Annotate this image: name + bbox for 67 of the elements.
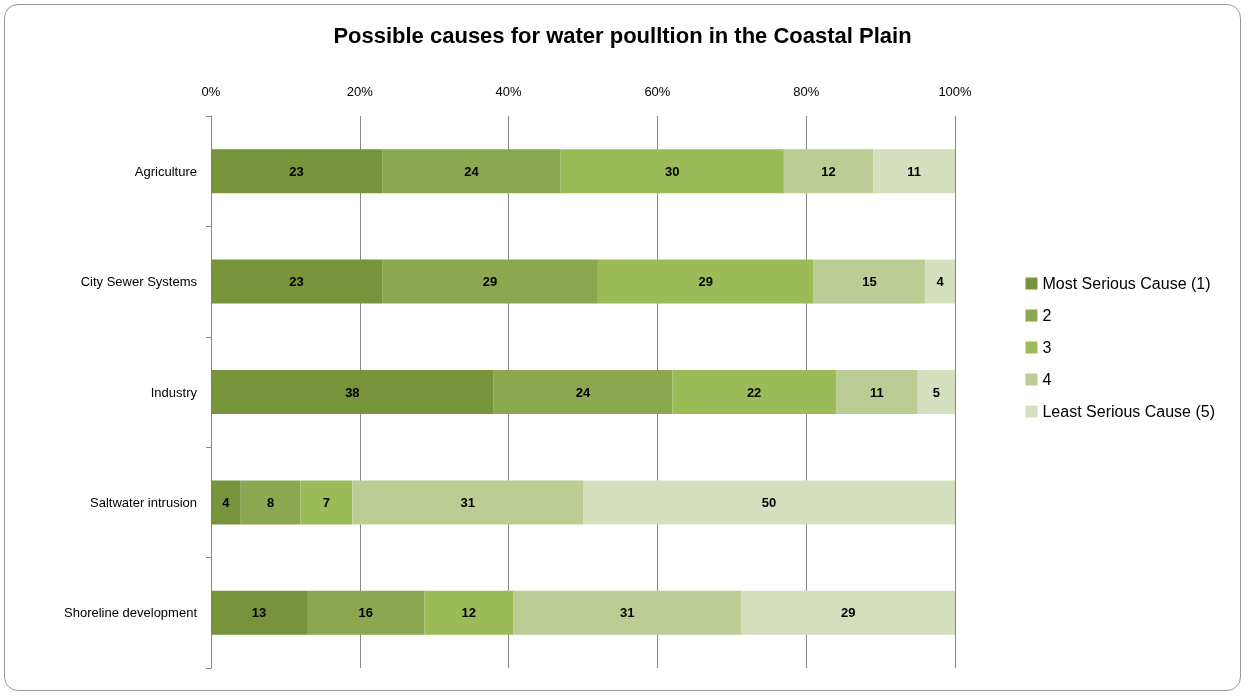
bar [835,370,918,414]
data-label: 50 [761,494,777,510]
data-label: 7 [322,494,330,510]
bar [597,259,814,304]
y-tick-label: City Sewer Systems [80,274,198,290]
legend-label: 2 [1042,307,1052,324]
data-label: 24 [575,384,591,400]
x-tick-label: 0% [201,84,221,99]
data-label: 24 [464,163,480,179]
data-label: 5 [932,384,941,400]
data-label: 4 [222,494,231,510]
bar [583,480,955,525]
x-tick-label: 80% [793,84,820,99]
data-label: 31 [460,494,475,510]
bar [211,370,494,414]
legend-label: Most Serious Cause (1) [1042,275,1211,292]
data-label: 12 [461,605,477,621]
bar [300,480,353,525]
bar [382,149,561,194]
bar [513,590,742,635]
data-label: 22 [746,384,762,400]
legend-label: 3 [1042,339,1052,356]
data-label: 29 [841,605,856,621]
data-label: 15 [862,274,877,290]
legend-label: 4 [1042,371,1052,388]
bar [873,149,955,194]
bar [424,590,514,635]
bar [493,370,673,414]
data-label: 31 [620,605,635,621]
y-tick-label: Shoreline development [64,605,198,621]
y-tick-label: Agriculture [134,163,197,179]
x-tick-label: 100% [938,84,973,99]
data-label: 23 [289,274,304,290]
bar [382,259,598,304]
x-tick-label: 40% [495,84,523,99]
data-label: 8 [266,494,275,510]
bar [741,590,955,635]
bar [211,149,383,194]
bar [925,259,955,304]
y-tick-label: Industry [150,384,198,400]
y-tick-label: Saltwater intrusion [90,494,197,510]
bar [672,370,836,414]
bar [306,590,425,635]
bar [560,149,784,194]
data-label: 11 [907,163,921,179]
x-tick-label: 60% [644,84,671,99]
data-label: 12 [821,163,836,179]
bar [211,480,241,525]
bar [211,259,383,304]
data-label: 4 [936,274,945,290]
data-label: 16 [358,605,373,621]
data-label: 23 [289,163,304,179]
legend-label: Least Serious Cause (5) [1042,403,1215,420]
data-label: 29 [698,274,713,290]
bar [211,590,307,635]
data-label: 30 [665,163,680,179]
bar [352,480,583,525]
bar [917,370,955,414]
data-label: 38 [345,384,360,400]
data-label: 13 [251,605,267,621]
chart-title: Possible causes for water poulltion in the Coastal Plain [333,22,912,48]
bar [813,259,926,304]
bar [783,149,874,194]
bar [240,480,301,525]
x-tick-label: 20% [346,84,374,99]
data-label: 29 [482,274,498,290]
data-label: 11 [870,384,884,400]
